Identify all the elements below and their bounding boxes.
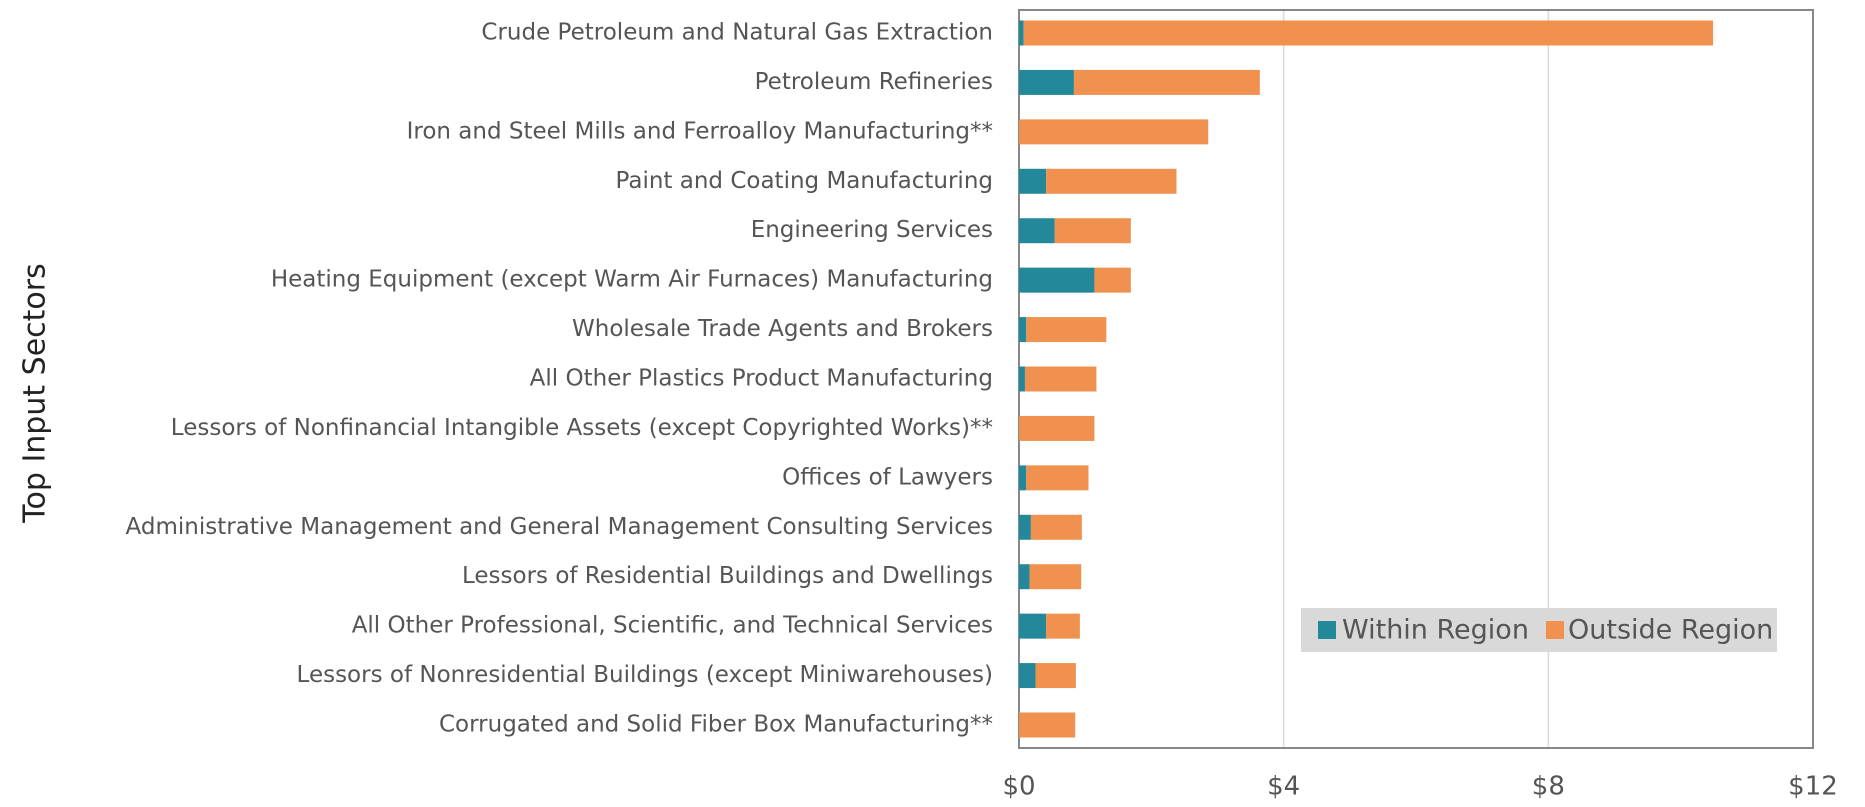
y-tick-label: All Other Plastics Product Manufacturing — [530, 366, 993, 392]
y-tick-label: Offices of Lawyers — [782, 464, 993, 490]
bar — [1019, 564, 1030, 590]
bar — [1019, 465, 1027, 491]
y-tick-label: Engineering Services — [751, 217, 993, 243]
legend-label: Outside Region — [1568, 615, 1773, 646]
y-tick-label: Heating Equipment (except Warm Air Furna… — [271, 267, 993, 293]
y-tick-label: Lessors of Nonfinancial Intangible Asset… — [171, 415, 993, 441]
bar — [1019, 317, 1027, 343]
y-tick-label: Petroleum Refineries — [755, 69, 993, 95]
bar — [1023, 20, 1714, 46]
y-tick-label: Paint and Coating Manufacturing — [616, 168, 993, 194]
bar — [1019, 267, 1095, 293]
bar — [1024, 366, 1097, 392]
x-tick-label: $4 — [1267, 772, 1300, 802]
bar — [1054, 218, 1131, 244]
y-tick-label: Administrative Management and General Ma… — [126, 514, 993, 540]
bar — [1094, 267, 1131, 293]
legend-box — [1301, 608, 1777, 652]
y-tick-label: All Other Professional, Scientific, and … — [352, 613, 993, 639]
bar — [1035, 663, 1076, 689]
y-tick-label: Lessors of Residential Buildings and Dwe… — [462, 563, 993, 589]
bar — [1046, 168, 1177, 194]
bar — [1029, 564, 1082, 590]
y-tick-label: Iron and Steel Mills and Ferroalloy Manu… — [407, 118, 993, 144]
bar — [1019, 168, 1047, 194]
legend-swatch — [1318, 621, 1336, 639]
x-tick-label: $8 — [1532, 772, 1565, 802]
bar — [1019, 712, 1076, 738]
y-axis-label: Top Input Sectors — [18, 263, 53, 523]
bar — [1019, 514, 1031, 540]
y-tick-label: Wholesale Trade Agents and Brokers — [572, 316, 993, 342]
bar — [1019, 218, 1055, 244]
legend-swatch — [1546, 621, 1564, 639]
bar — [1019, 69, 1074, 95]
bar — [1019, 366, 1025, 392]
y-tick-label: Corrugated and Solid Fiber Box Manufactu… — [439, 712, 993, 738]
bar — [1046, 613, 1080, 639]
bar — [1019, 415, 1095, 441]
bar — [1019, 613, 1047, 639]
x-tick-label: $0 — [1002, 772, 1035, 802]
bar — [1019, 119, 1209, 145]
bar — [1019, 20, 1024, 46]
legend-label: Within Region — [1342, 615, 1529, 646]
y-tick-label: Lessors of Nonresidential Buildings (exc… — [297, 662, 993, 688]
bar — [1030, 514, 1082, 540]
y-tick-label: Crude Petroleum and Natural Gas Extracti… — [481, 20, 993, 46]
bar — [1026, 465, 1089, 491]
bar — [1026, 317, 1107, 343]
x-tick-label: $12 — [1788, 772, 1838, 802]
legend: Within Region Outside Region — [1301, 608, 1777, 652]
bar — [1073, 69, 1260, 95]
bar — [1019, 663, 1036, 689]
